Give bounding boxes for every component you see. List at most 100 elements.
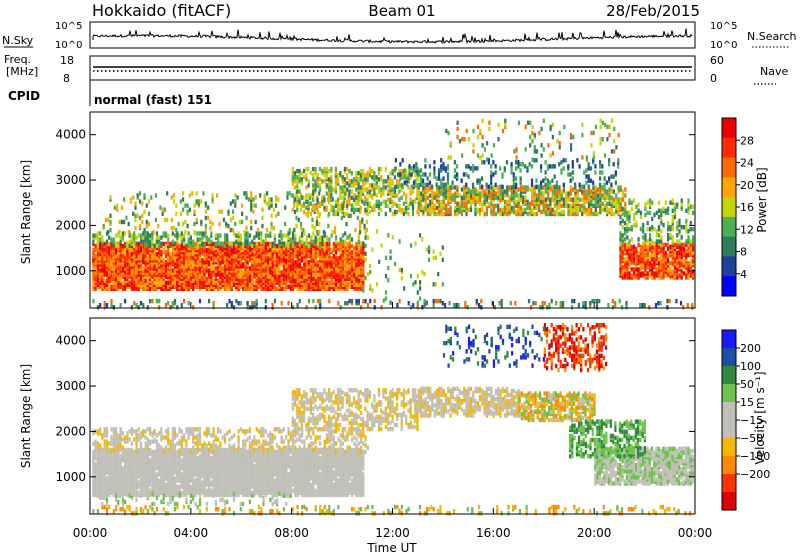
range-cell	[343, 211, 346, 217]
range-cell	[266, 191, 269, 196]
range-cell	[180, 264, 183, 269]
range-cell	[501, 172, 504, 177]
range-cell	[330, 197, 333, 202]
range-cell	[546, 182, 549, 187]
range-cell	[127, 230, 130, 235]
range-cell	[323, 260, 326, 265]
range-cell	[373, 207, 376, 213]
range-cell	[397, 184, 400, 189]
range-cell	[217, 233, 220, 238]
range-cell	[687, 252, 690, 258]
range-cell	[167, 252, 170, 257]
range-cell	[371, 168, 374, 174]
range-cell	[334, 179, 337, 184]
range-cell	[302, 227, 305, 233]
range-cell	[384, 166, 387, 172]
range-cell	[99, 276, 102, 281]
range-cell	[692, 246, 695, 252]
range-cell	[490, 201, 493, 206]
range-cell	[581, 155, 584, 160]
range-cell	[357, 239, 360, 244]
range-cell	[163, 207, 167, 212]
range-cell	[357, 201, 360, 206]
beam-title: Beam 01	[368, 2, 435, 20]
range-cell	[332, 187, 335, 192]
range-cell	[619, 259, 622, 264]
range-cell	[592, 151, 595, 156]
range-cell	[424, 193, 427, 198]
range-cell	[601, 193, 604, 198]
range-cell	[380, 166, 383, 172]
range-cell	[200, 199, 203, 204]
range-cell	[542, 147, 545, 152]
range-cell	[529, 120, 532, 125]
range-cell	[353, 245, 356, 251]
range-cell	[285, 233, 288, 238]
range-cell	[92, 239, 95, 244]
range-cell	[490, 174, 493, 179]
range-cell	[244, 282, 247, 287]
range-cell	[151, 280, 154, 285]
range-cell	[581, 203, 584, 208]
range-cell	[293, 171, 297, 176]
range-cell	[428, 172, 431, 177]
range-cell	[399, 162, 402, 167]
range-cell	[461, 153, 464, 158]
range-cell	[262, 264, 265, 269]
nave-label: Nave	[760, 65, 788, 78]
range-cell	[208, 249, 211, 255]
range-cell	[497, 203, 500, 208]
range-cell	[312, 197, 315, 202]
range-cell	[248, 245, 251, 251]
range-cell	[544, 182, 547, 187]
range-cell	[456, 201, 459, 206]
range-cell	[387, 189, 390, 194]
range-cell	[210, 256, 213, 261]
range-cell	[510, 189, 513, 194]
range-cell	[226, 233, 229, 238]
range-cell	[205, 276, 208, 281]
range-cell	[546, 164, 549, 169]
range-cell	[241, 219, 244, 225]
range-cell	[346, 258, 349, 263]
range-cell	[253, 262, 256, 267]
range-cell	[585, 168, 588, 173]
range-cell	[375, 199, 378, 204]
range-cell	[293, 209, 297, 215]
range-cell	[305, 199, 308, 204]
range-cell	[535, 149, 539, 154]
range-cell	[515, 199, 518, 204]
range-cell	[109, 227, 112, 233]
range-cell	[567, 172, 570, 177]
range-cell	[343, 177, 346, 182]
range-cell	[176, 286, 179, 292]
range-cell	[592, 158, 595, 163]
range-cell	[183, 268, 186, 273]
range-cell	[237, 237, 240, 242]
range-cell	[149, 243, 152, 248]
range-cell	[244, 235, 247, 240]
range-cell	[275, 195, 278, 200]
range-cell	[228, 241, 231, 246]
range-cell	[433, 166, 436, 171]
range-cell	[535, 184, 538, 189]
range-cell	[303, 168, 306, 174]
range-cell	[267, 241, 270, 247]
range-cell	[619, 250, 622, 256]
range-cell	[262, 239, 265, 244]
range-cell	[316, 209, 319, 215]
range-cell	[366, 201, 369, 206]
range-cell	[587, 201, 591, 206]
range-cell	[254, 203, 257, 208]
range-cell	[203, 243, 206, 248]
range-cell	[479, 128, 482, 134]
range-cell	[331, 197, 334, 202]
range-cell	[444, 189, 448, 194]
range-cell	[257, 262, 261, 267]
range-cell	[348, 264, 351, 269]
range-cell	[128, 243, 131, 248]
range-cell	[251, 239, 254, 244]
range-cell	[435, 193, 439, 198]
range-cell	[660, 271, 663, 276]
range-cell	[276, 260, 279, 265]
